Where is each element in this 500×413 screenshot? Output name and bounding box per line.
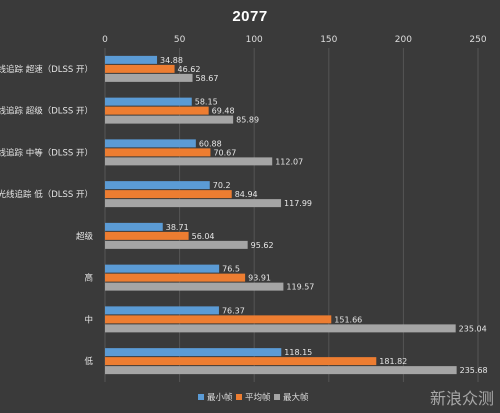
x-tick-label: 100	[246, 35, 263, 45]
legend-label: 最小帧	[207, 392, 233, 403]
x-tick-label: 50	[174, 35, 186, 45]
data-label: 70.67	[213, 148, 236, 157]
category-label: 低	[84, 356, 93, 367]
data-label: 69.48	[212, 107, 235, 116]
x-tick-label: 200	[395, 35, 412, 45]
data-label: 76.5	[222, 265, 240, 274]
bar	[105, 348, 282, 357]
data-label: 118.15	[284, 348, 312, 357]
x-tick-label: 150	[320, 35, 337, 45]
bar	[105, 273, 246, 282]
category-label: 光线追踪 中等（DLSS 开）	[0, 147, 93, 158]
bar	[105, 115, 234, 124]
category-label: 超级	[76, 231, 94, 242]
bar	[105, 306, 219, 315]
legend-swatch	[274, 394, 280, 400]
data-label: 93.91	[248, 274, 271, 283]
category-label: 光线追踪 超级（DLSS 开）	[0, 106, 93, 117]
bar	[105, 55, 158, 64]
data-label: 95.62	[251, 241, 274, 250]
watermark-text: 新浪众测	[429, 389, 494, 408]
category-label: 中	[84, 314, 93, 325]
bar	[105, 181, 210, 190]
legend-label: 平均帧	[245, 392, 271, 403]
bar	[105, 97, 192, 106]
bar	[105, 64, 175, 73]
data-label: 181.82	[379, 357, 407, 366]
data-label: 112.07	[275, 157, 303, 166]
bar	[105, 324, 456, 333]
bar	[105, 222, 163, 231]
bar	[105, 240, 248, 249]
x-tick-label: 0	[102, 35, 108, 45]
data-label: 34.88	[160, 56, 183, 65]
data-label: 58.15	[195, 98, 218, 107]
category-label: 光线追踪 低（DLSS 开）	[0, 189, 93, 200]
legend-swatch	[236, 394, 242, 400]
legend-swatch	[198, 394, 204, 400]
bar	[105, 73, 193, 82]
data-label: 119.57	[286, 283, 314, 292]
data-label: 151.66	[334, 315, 362, 324]
data-label: 38.71	[166, 223, 189, 232]
data-label: 85.89	[236, 116, 259, 125]
category-label: 光线追踪 超速（DLSS 开）	[0, 64, 93, 75]
data-label: 76.37	[222, 306, 245, 315]
bar	[105, 199, 282, 208]
bar	[105, 282, 284, 291]
bar	[105, 231, 189, 240]
data-label: 46.62	[178, 65, 201, 74]
bar	[105, 106, 209, 115]
category-label: 高	[84, 273, 93, 284]
bar	[105, 366, 457, 375]
watermark-logo: 新浪众测	[430, 391, 494, 407]
data-label: 84.94	[235, 190, 258, 199]
bar	[105, 139, 196, 148]
data-label: 56.04	[192, 232, 215, 241]
bar	[105, 190, 232, 199]
data-label: 235.04	[459, 324, 487, 333]
bar	[105, 157, 273, 166]
data-label: 117.99	[284, 199, 312, 208]
bar	[105, 264, 220, 273]
bar	[105, 357, 377, 366]
data-label: 70.2	[213, 181, 231, 190]
data-label: 60.88	[199, 139, 222, 148]
x-tick-label: 250	[469, 35, 486, 45]
chart-title: 2077	[232, 8, 268, 25]
data-label: 235.68	[460, 366, 488, 375]
legend-label: 最大帧	[283, 392, 309, 403]
data-label: 58.67	[196, 74, 219, 83]
bar	[105, 148, 211, 157]
bar	[105, 315, 332, 324]
